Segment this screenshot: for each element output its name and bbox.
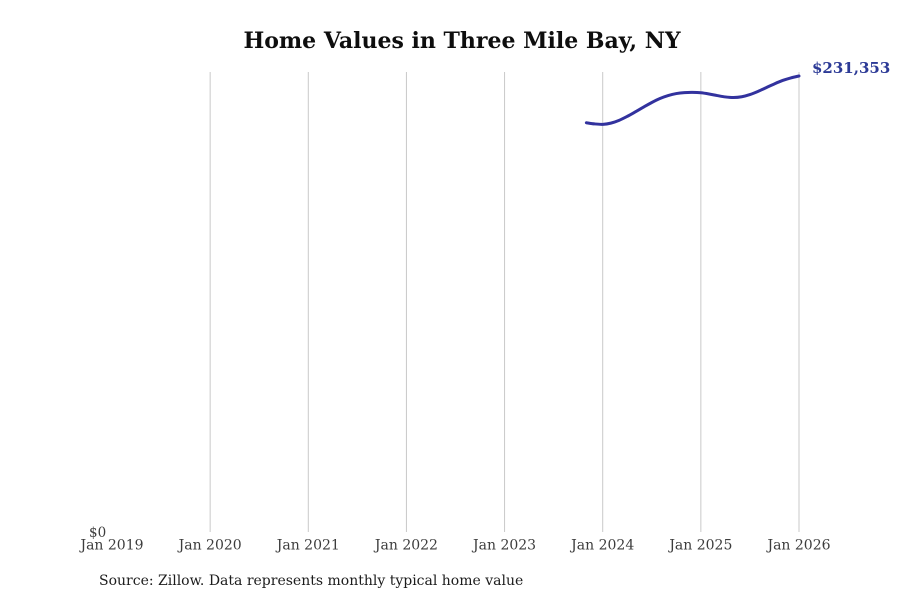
- x-axis-tick-label: Jan 2021: [275, 538, 340, 554]
- x-axis-tick-label: Jan 2023: [471, 538, 536, 554]
- home-value-series-line: [584, 74, 801, 126]
- chart-title: Home Values in Three Mile Bay, NY: [243, 28, 681, 54]
- latest-value-label: $231,353: [812, 59, 891, 77]
- y-axis-zero-label: $0: [89, 525, 107, 541]
- x-axis-tick-label: Jan 2026: [765, 538, 830, 554]
- x-axis-tick-label: Jan 2022: [373, 538, 438, 554]
- source-note: Source: Zillow. Data represents monthly …: [99, 573, 524, 589]
- x-axis-tick-label: Jan 2025: [667, 538, 732, 554]
- x-axis-tick-label: Jan 2024: [569, 538, 634, 554]
- x-axis-tick-label: Jan 2020: [177, 538, 242, 554]
- x-axis-tick-label: Jan 2019: [78, 538, 143, 554]
